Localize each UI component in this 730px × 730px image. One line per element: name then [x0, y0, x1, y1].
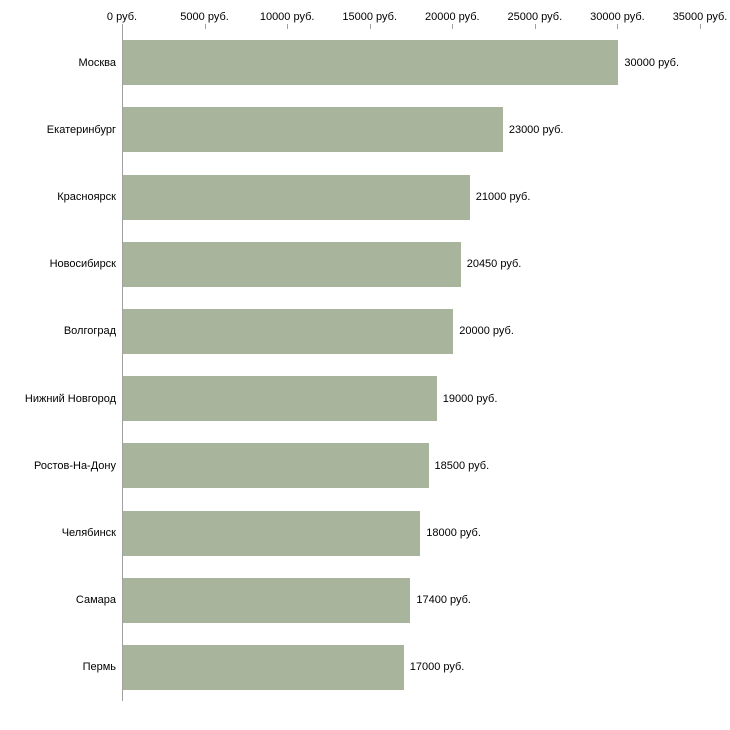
category-label: Самара	[75, 594, 116, 607]
category-label: Ростов-На-Дону	[33, 459, 116, 472]
bar	[123, 644, 404, 690]
value-label: 23000 руб.	[508, 123, 564, 136]
x-tick-mark	[369, 24, 371, 29]
x-tick-label: 0 руб.	[106, 11, 138, 23]
bar	[123, 443, 429, 489]
value-label: 21000 руб.	[475, 191, 531, 203]
x-tick-label: 20000 руб.	[424, 11, 480, 23]
x-tick-mark	[700, 24, 701, 29]
bar	[123, 241, 461, 287]
bar	[123, 308, 454, 354]
category-label: Красноярск	[57, 191, 116, 203]
value-label: 20000 руб.	[459, 325, 514, 338]
category-label: Нижний Новгород	[24, 392, 116, 405]
x-tick-mark	[287, 24, 289, 29]
x-tick-mark	[204, 24, 206, 29]
category-label: Екатеринбург	[46, 123, 116, 136]
value-label: 18500 руб.	[434, 459, 490, 472]
bar	[123, 577, 411, 623]
category-label: Новосибирск	[49, 258, 116, 271]
value-label: 17400 руб.	[416, 594, 471, 607]
category-label: Челябинск	[61, 527, 116, 539]
x-tick-label: 15000 руб.	[342, 11, 398, 23]
category-label: Москва	[78, 56, 116, 69]
x-tick-label: 30000 руб.	[590, 11, 645, 23]
value-label: 17000 руб.	[409, 661, 465, 674]
value-label: 18000 руб.	[426, 527, 481, 539]
x-tick-mark	[617, 24, 619, 29]
x-tick-label: 35000 руб.	[672, 11, 728, 23]
bar	[123, 376, 437, 422]
value-label: 30000 руб.	[624, 56, 680, 69]
bar	[123, 510, 421, 556]
x-tick-mark	[452, 24, 454, 29]
category-label: Пермь	[82, 661, 116, 674]
x-tick-label: 5000 руб.	[180, 11, 229, 23]
x-tick-label: 10000 руб.	[259, 11, 315, 23]
category-label: Волгоград	[63, 325, 116, 338]
x-tick-mark	[534, 24, 536, 29]
value-label: 19000 руб.	[442, 392, 498, 405]
bar	[123, 40, 619, 86]
value-label: 20450 руб.	[466, 258, 522, 271]
y-axis-line	[122, 29, 123, 701]
bar	[123, 107, 503, 153]
x-tick-mark	[122, 24, 123, 29]
bar	[123, 174, 470, 220]
x-tick-label: 25000 руб.	[507, 11, 563, 23]
